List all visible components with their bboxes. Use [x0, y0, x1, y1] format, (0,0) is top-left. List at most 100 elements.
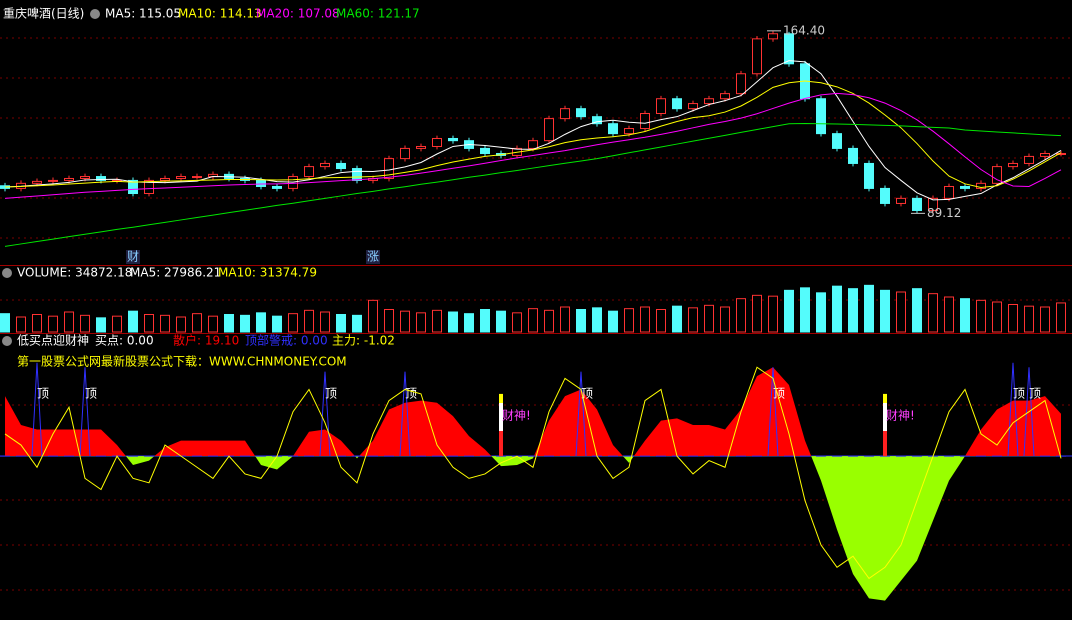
volume-bar [752, 294, 762, 333]
volume-bar [816, 292, 826, 333]
top-label: 顶 [85, 387, 97, 401]
top-spike [767, 367, 779, 457]
volume-bar [544, 309, 554, 333]
candle-body [912, 197, 922, 211]
candle-body [1056, 153, 1066, 156]
subtitle: 第一股票公式网最新股票公式下载：WWW.CHNMONEY.COM [17, 354, 347, 369]
panel-icon[interactable] [2, 336, 12, 346]
candle-body [272, 185, 282, 189]
candle-body [880, 187, 890, 204]
candle-body [144, 179, 154, 195]
top-spike [1007, 362, 1019, 457]
legend-entry: MA10: 114.13 [178, 7, 262, 21]
event-label: 涨 [367, 249, 379, 264]
candle-body [480, 147, 490, 155]
candle-body [128, 179, 138, 195]
volume-bar [1040, 306, 1050, 333]
candle-body [640, 113, 650, 130]
indicator-title: 低买点迎财神 [17, 334, 89, 348]
legend-entry: MA20: 107.08 [256, 7, 340, 21]
volume-bar [896, 291, 906, 333]
panel-icon[interactable] [90, 9, 100, 19]
candle-body [64, 177, 74, 181]
volume-bar [16, 316, 26, 333]
candle-body [656, 98, 666, 115]
volume-bar [224, 314, 234, 333]
volume-bar [688, 307, 698, 333]
top-label: 顶 [1013, 387, 1025, 401]
volume-bar [336, 314, 346, 333]
volume-bar [416, 312, 426, 333]
event-badge [126, 250, 140, 264]
volume-bar [32, 314, 42, 333]
volume-bar [272, 315, 282, 333]
volume-bar [48, 315, 58, 333]
candle-body [384, 158, 394, 179]
top-label: 顶 [405, 387, 417, 401]
panel-icon[interactable] [2, 268, 12, 278]
candle-body [1040, 153, 1050, 157]
volume-bar [96, 317, 106, 333]
volume-bar [160, 314, 170, 333]
volume-bar [352, 314, 362, 333]
candle-body [848, 147, 858, 164]
volume-bar [128, 310, 138, 333]
volume-bar [512, 312, 522, 333]
volume-bar [624, 308, 634, 333]
top-label: 顶 [581, 387, 593, 401]
volume-bar [464, 313, 474, 333]
volume-bar [736, 298, 746, 333]
volume-bar [368, 299, 378, 333]
volume-bar [704, 304, 714, 333]
volume-bar [496, 310, 506, 333]
buy-label: 财神! [886, 408, 915, 422]
volume-bar [848, 288, 858, 333]
ma-line [4, 92, 1062, 199]
volume-bar [832, 285, 842, 333]
volume-bar [944, 296, 954, 333]
buy-signal [499, 393, 503, 457]
candle-body [768, 33, 778, 40]
volume-bar [384, 309, 394, 333]
legend-entry: 顶部警戒: 0.00 [245, 333, 328, 348]
volume-bar [672, 305, 682, 333]
volume-bar [768, 295, 778, 333]
candle-body [944, 185, 954, 199]
candle-body [736, 73, 746, 95]
candle-body [176, 176, 186, 179]
volume-bar [960, 298, 970, 333]
volume-bar [208, 315, 218, 333]
top-spike [575, 371, 587, 457]
candle-body [704, 98, 714, 105]
top-spike [1023, 367, 1035, 457]
volume-bar [880, 289, 890, 333]
candle-body [304, 166, 314, 178]
candle-body [32, 180, 42, 184]
volume-bar [1008, 304, 1018, 333]
volume-bar [400, 310, 410, 333]
buy-label: 财神! [502, 408, 531, 422]
legend-entry: MA10: 31374.79 [218, 266, 317, 280]
chart-title: 重庆啤酒(日线) [3, 6, 84, 21]
candle-body [1008, 162, 1018, 168]
volume-bar [448, 311, 458, 333]
candle-body [48, 179, 58, 182]
volume-bar [800, 287, 810, 333]
volume-bar [288, 313, 298, 333]
top-spike [399, 371, 411, 457]
legend-entry: MA5: 115.05 [105, 7, 181, 21]
volume-bar [304, 309, 314, 333]
top-label: 顶 [37, 387, 49, 401]
ma-line [4, 122, 1062, 247]
candle-body [992, 166, 1002, 184]
candle-body [96, 176, 106, 181]
legend-entry: 买点: 0.00 [95, 334, 154, 348]
area [5, 367, 1061, 601]
top-spike [319, 371, 331, 457]
volume-bar [480, 309, 490, 333]
candle-body [1024, 155, 1034, 164]
annotation: 89.12 [927, 206, 961, 220]
event-badge [366, 250, 380, 264]
